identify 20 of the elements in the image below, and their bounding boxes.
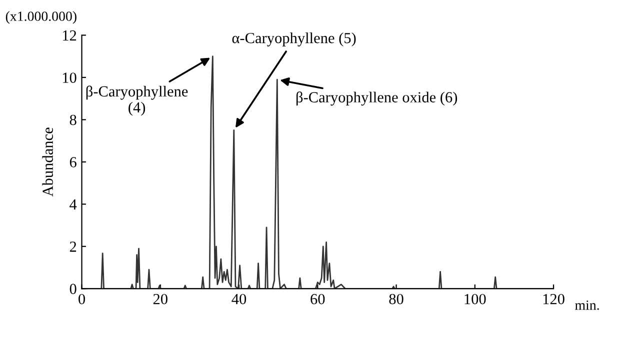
x-tick-label: 120 [543, 294, 564, 304]
annotation: α-Caryophyllene (5) [232, 32, 356, 46]
x-tick-label: 100 [464, 294, 486, 304]
y-tick-label: 8 [70, 114, 76, 126]
y-tick-label: 0 [70, 284, 76, 294]
y-tick-label: 4 [70, 199, 77, 210]
y-tick-label: 12 [62, 30, 76, 40]
y-tick-label: 2 [70, 242, 76, 252]
text: (x1.000.000) [6, 11, 76, 24]
x-tick-label: 60 [310, 294, 325, 304]
x-axis-title: min. [575, 300, 599, 310]
x-tick-label: 80 [389, 294, 404, 304]
x-tick-label: 40 [232, 294, 246, 304]
x-tick-label: 20 [153, 294, 168, 304]
annotation: β-Caryophyllene oxide (6) [296, 92, 458, 106]
x-tick-label: 0 [78, 294, 86, 304]
y-axis-title: Abundance [42, 128, 53, 197]
annotation: β-Caryophyllene (4) [86, 86, 188, 116]
y-tick-label: 6 [70, 157, 76, 168]
y-tick-label: 10 [62, 72, 76, 83]
